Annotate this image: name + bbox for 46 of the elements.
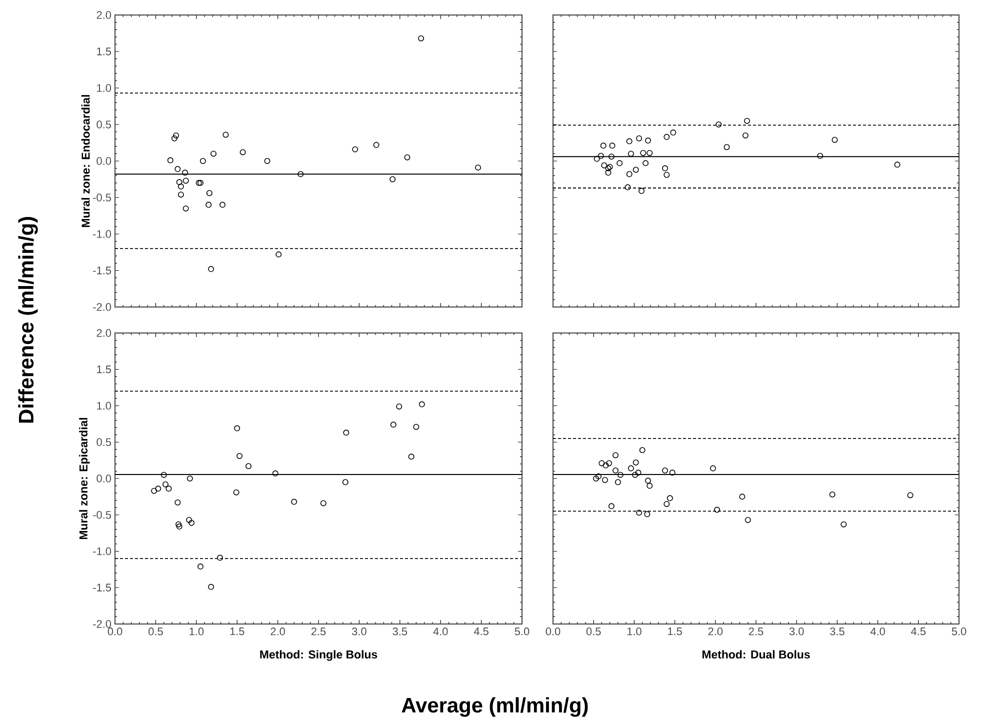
y-axis-title: Mural zone: Endocardial xyxy=(81,95,90,227)
y-tick-label: -0.5 xyxy=(93,511,112,519)
x-axis-title: Method: Single Bolus xyxy=(260,650,378,661)
y-tick-label: 0.5 xyxy=(96,438,112,446)
text: Difference (ml/min/g) xyxy=(18,217,38,423)
y-tick-label: -1.0 xyxy=(93,547,112,556)
x-tick-label: 5.0 xyxy=(514,628,530,636)
x-tick-label: 1.0 xyxy=(190,628,204,636)
x-tick-label: 1.5 xyxy=(668,628,682,636)
y-tick-label: 1.5 xyxy=(97,366,112,374)
x-tick-label: 4.0 xyxy=(433,628,448,636)
y-tick-label: -2.0 xyxy=(93,303,112,311)
y-tick-label: 1.0 xyxy=(97,84,112,92)
y-tick-label: 1.0 xyxy=(97,402,112,410)
x-tick-label: 5.0 xyxy=(952,628,966,636)
y-tick-label: 0.0 xyxy=(96,474,112,482)
x-tick-label: 0.0 xyxy=(108,628,122,636)
y-tick-label: -1.5 xyxy=(93,266,112,274)
x-tick-label: 2.5 xyxy=(748,628,764,636)
x-tick-label: 0.5 xyxy=(586,628,601,636)
x-tick-label: 1.5 xyxy=(230,628,244,636)
text: Average (ml/min/g) xyxy=(402,697,588,717)
y-tick-label: 2.0 xyxy=(96,329,112,337)
x-tick-label: 0.5 xyxy=(148,628,163,636)
y-tick-label: -2.0 xyxy=(93,620,112,628)
x-tick-label: 4.0 xyxy=(870,628,885,636)
x-tick-label: 3.0 xyxy=(352,628,366,636)
x-tick-label: 0.0 xyxy=(546,628,560,636)
x-axis-title: Method: Dual Bolus xyxy=(702,650,810,659)
x-tick-label: 3.5 xyxy=(830,628,844,636)
y-tick-label: 0.0 xyxy=(96,157,112,165)
x-tick-label: 1.0 xyxy=(627,628,642,636)
x-tick-label: 2.0 xyxy=(270,628,285,636)
y-tick-label: -0.5 xyxy=(93,194,112,202)
y-tick-label: 0.5 xyxy=(96,120,112,128)
x-tick-label: 4.5 xyxy=(911,628,926,636)
x-tick-label: 3.5 xyxy=(392,628,408,636)
y-tick-label: -1.0 xyxy=(93,230,112,238)
x-tick-label: 2.0 xyxy=(708,628,723,636)
x-tick-label: 3.0 xyxy=(789,628,804,636)
y-tick-label: -1.5 xyxy=(93,584,112,592)
y-tick-label: 1.5 xyxy=(97,48,112,56)
x-tick-label: 2.5 xyxy=(311,628,326,636)
x-tick-label: 4.5 xyxy=(474,628,488,636)
y-tick-label: 2.0 xyxy=(96,11,112,19)
y-axis-title: Mural zone: Epicardial xyxy=(79,418,90,540)
